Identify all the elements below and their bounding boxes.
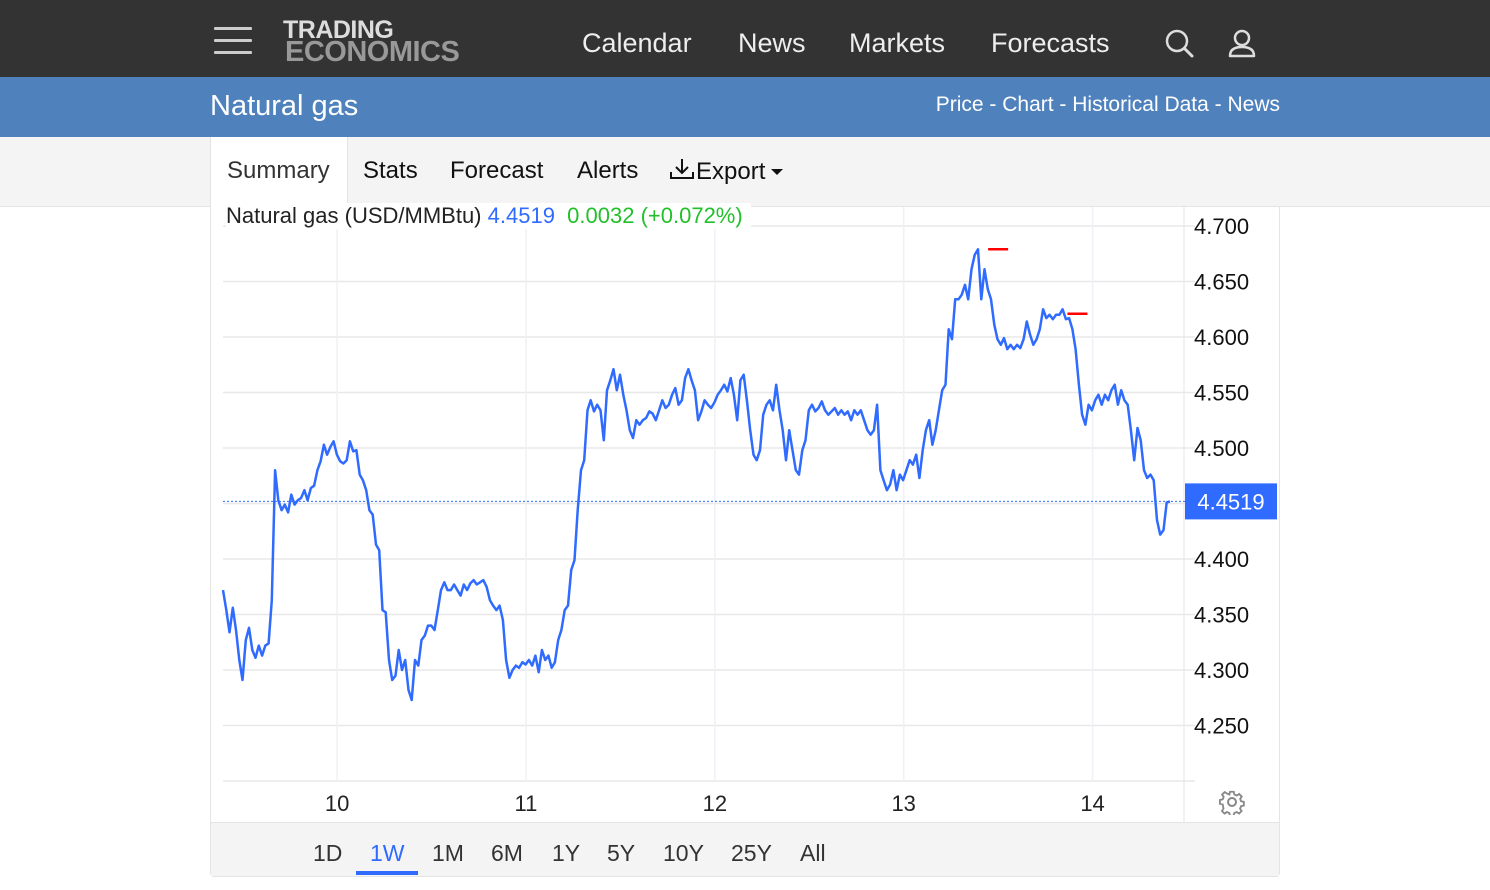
logo-line-1: TRADING (283, 16, 394, 44)
range-5y[interactable]: 5Y (607, 840, 636, 866)
range-all[interactable]: All (800, 840, 826, 866)
export-label: Export (696, 158, 766, 185)
nav-forecasts[interactable]: Forecasts (991, 28, 1110, 58)
y-tick-label: 4.650 (1194, 270, 1249, 295)
link-separator: - (1208, 93, 1228, 116)
quote-header: Natural gas (USD/MMBtu) 4.4519 0.0032 (+… (226, 203, 751, 229)
nav-markets[interactable]: Markets (849, 28, 946, 58)
nav-news[interactable]: News (738, 28, 806, 58)
title-bar (0, 77, 1490, 137)
chart-container (210, 207, 1280, 877)
y-tick-label: 4.300 (1194, 658, 1249, 683)
tab-forecast[interactable]: Forecast (450, 157, 544, 184)
tab-alerts[interactable]: Alerts (577, 157, 639, 184)
settings-gear-icon[interactable] (1219, 789, 1245, 815)
tab-summary[interactable]: Summary (227, 157, 330, 184)
link-historical-data[interactable]: Historical Data (1072, 93, 1209, 116)
x-tick-label: 11 (515, 791, 538, 816)
x-tick-label: 10 (325, 791, 349, 816)
logo-line-2: ECONOMICS (285, 36, 460, 68)
logo[interactable]: TRADING ECONOMICS (283, 16, 460, 68)
x-tick-label: 14 (1080, 791, 1104, 816)
y-tick-label: 4.250 (1194, 714, 1249, 739)
tab-export[interactable]: Export (668, 157, 784, 186)
range-1m[interactable]: 1M (432, 840, 464, 866)
range-25y[interactable]: 25Y (731, 840, 772, 866)
y-tick-label: 4.550 (1194, 381, 1249, 406)
link-news[interactable]: News (1227, 93, 1280, 116)
range-10y[interactable]: 10Y (663, 840, 704, 866)
y-tick-label: 4.700 (1194, 214, 1249, 239)
range-selector (211, 822, 1279, 876)
price-line (221, 248, 1171, 702)
x-tick-label: 13 (891, 791, 915, 816)
search-icon[interactable] (1164, 28, 1196, 60)
caret-down-icon (771, 169, 784, 175)
y-tick-label: 4.600 (1194, 325, 1249, 350)
x-tick-label: 12 (703, 791, 727, 816)
link-separator: - (983, 93, 1003, 116)
price-change: 0.0032 (+0.072%) (567, 203, 743, 228)
last-price-badge (1185, 483, 1277, 520)
range-1d[interactable]: 1D (313, 840, 343, 866)
range-1y[interactable]: 1Y (552, 840, 581, 866)
page-title: Natural gas (210, 90, 359, 122)
active-range-indicator (356, 871, 418, 875)
top-navbar (0, 0, 1490, 77)
user-icon[interactable] (1226, 28, 1258, 60)
last-price: 4.4519 (487, 203, 555, 228)
last-price-label: 4.4519 (1197, 489, 1264, 514)
range-1w[interactable]: 1W (370, 840, 405, 866)
active-tab-bg (210, 137, 348, 209)
nav-calendar[interactable]: Calendar (582, 28, 692, 58)
y-tick-label: 4.400 (1194, 547, 1249, 572)
menu-icon[interactable] (214, 27, 252, 55)
tab-stats[interactable]: Stats (363, 157, 418, 184)
y-tick-label: 4.350 (1194, 603, 1249, 628)
instrument-name: Natural gas (USD/MMBtu) (226, 203, 482, 228)
download-icon (670, 159, 694, 179)
link-price[interactable]: Price (935, 93, 984, 116)
y-tick-label: 4.500 (1194, 436, 1249, 461)
breadcrumb-links: Price - Chart - Historical Data - News (936, 93, 1280, 117)
link-chart[interactable]: Chart (1002, 93, 1054, 116)
price-chart[interactable]: 4.250 4.300 4.350 4.400 4.500 4.550 4.600 4.650… (210, 207, 1280, 822)
range-6m[interactable]: 6M (491, 840, 523, 866)
link-separator: - (1053, 93, 1073, 116)
